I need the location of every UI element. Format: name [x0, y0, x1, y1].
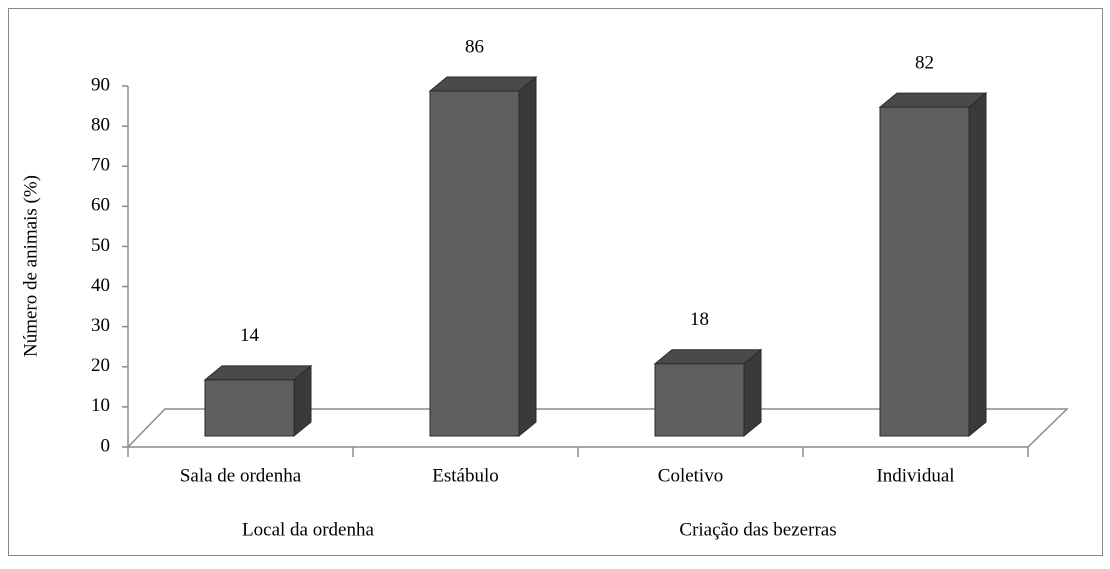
bar: [878, 92, 988, 438]
x-tick-label: Sala de ordenha: [180, 465, 302, 486]
data-label: 14: [240, 325, 260, 346]
data-label: 82: [915, 52, 934, 73]
x-tick-label: Estábulo: [432, 465, 499, 486]
group-label: Criação das bezerras: [679, 519, 836, 540]
group-label: Local da ordenha: [242, 519, 374, 540]
bar-top: [653, 349, 763, 365]
bar-front: [879, 106, 970, 437]
bar-top: [428, 76, 538, 92]
bar-top: [203, 365, 313, 381]
y-tick-label: 50: [91, 235, 110, 256]
bar-front: [654, 363, 745, 437]
y-tick-label: 70: [91, 155, 110, 176]
y-tick-label: 90: [91, 74, 110, 95]
x-tick-label: Individual: [876, 465, 954, 486]
bar-top: [878, 92, 988, 108]
floor: [126, 408, 1069, 448]
bar: [428, 75, 538, 438]
bar: [653, 348, 763, 438]
bar-side: [743, 348, 762, 438]
bar-front: [204, 379, 295, 437]
y-tick-label: 80: [91, 114, 110, 135]
y-tick-label: 10: [91, 395, 110, 416]
y-tick-label: 30: [91, 315, 110, 336]
data-label: 86: [465, 36, 484, 57]
y-tick-label: 60: [91, 195, 110, 216]
x-tick-label: Coletivo: [658, 465, 723, 486]
y-tick-label: 20: [91, 355, 110, 376]
bar-front: [429, 90, 520, 437]
y-axis-label: Número de animais (%): [20, 175, 41, 357]
bar: [203, 364, 313, 438]
y-tick-label: 0: [101, 435, 111, 456]
bar-side: [518, 75, 537, 438]
data-label: 18: [690, 309, 709, 330]
y-tick-label: 40: [91, 275, 110, 296]
bar-side: [968, 92, 987, 438]
